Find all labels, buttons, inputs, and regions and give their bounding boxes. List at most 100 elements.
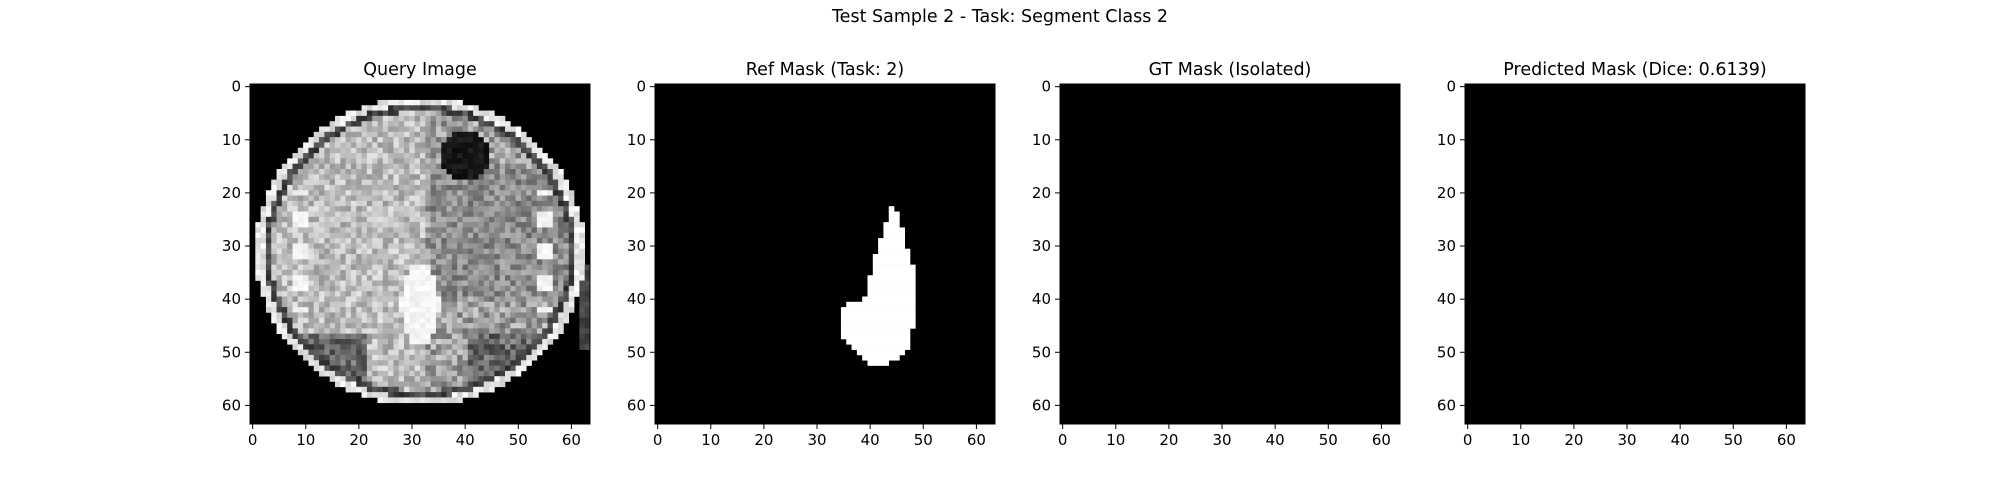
pixel bbox=[255, 243, 261, 249]
pixel bbox=[489, 323, 495, 329]
pixel bbox=[329, 243, 336, 249]
mask-run bbox=[878, 248, 911, 255]
pixel bbox=[467, 137, 474, 143]
pixel bbox=[276, 243, 283, 249]
pixel bbox=[377, 365, 384, 372]
pixel bbox=[303, 291, 309, 297]
pixel bbox=[414, 275, 421, 281]
pixel bbox=[313, 280, 320, 287]
pixel bbox=[388, 254, 394, 260]
pixel bbox=[425, 296, 431, 303]
pixel bbox=[420, 110, 426, 117]
pixel bbox=[329, 121, 336, 127]
pixel bbox=[372, 381, 378, 388]
pixel bbox=[350, 312, 357, 319]
pixel bbox=[457, 216, 463, 223]
pixel bbox=[366, 344, 373, 350]
pixel bbox=[308, 179, 315, 186]
pixel bbox=[531, 354, 538, 361]
pixel bbox=[404, 317, 410, 324]
pixel bbox=[430, 339, 437, 345]
x-tick-label: 60 bbox=[967, 431, 986, 449]
pixel bbox=[478, 206, 485, 212]
pixel bbox=[430, 275, 437, 281]
pixel bbox=[324, 275, 330, 281]
pixel bbox=[563, 238, 570, 244]
pixel bbox=[425, 190, 431, 196]
pixel bbox=[473, 174, 479, 180]
pixel bbox=[287, 269, 293, 276]
pixel bbox=[478, 169, 485, 175]
pixel bbox=[324, 360, 330, 366]
pixel bbox=[409, 301, 415, 308]
pixel bbox=[457, 370, 463, 377]
pixel bbox=[451, 317, 458, 324]
pixel bbox=[308, 333, 315, 340]
pixel bbox=[515, 354, 522, 361]
pixel bbox=[515, 349, 522, 356]
mask-run bbox=[840, 317, 916, 324]
pixel bbox=[319, 184, 325, 191]
pixel bbox=[308, 216, 315, 223]
pixel bbox=[297, 227, 304, 234]
pixel bbox=[414, 323, 421, 329]
pixel bbox=[483, 115, 490, 122]
pixel bbox=[297, 349, 304, 356]
pixel bbox=[441, 142, 447, 149]
pixel bbox=[313, 301, 320, 308]
pixel bbox=[356, 312, 362, 319]
pixel bbox=[388, 264, 394, 271]
pixel bbox=[361, 365, 368, 372]
pixel bbox=[473, 147, 479, 154]
pixel bbox=[404, 174, 410, 180]
pixel bbox=[404, 248, 410, 255]
pixel bbox=[356, 264, 362, 271]
pixel bbox=[297, 190, 304, 196]
pixel bbox=[350, 365, 357, 372]
pixel bbox=[361, 126, 368, 133]
pixel bbox=[409, 211, 415, 218]
pixel bbox=[297, 243, 304, 249]
pixel bbox=[324, 370, 330, 377]
pixel bbox=[356, 344, 362, 350]
pixel bbox=[547, 296, 554, 303]
pixel bbox=[356, 137, 362, 143]
pixel bbox=[451, 115, 458, 122]
pixel bbox=[457, 190, 463, 196]
pixel bbox=[457, 275, 463, 281]
pixel bbox=[462, 227, 469, 234]
pixel bbox=[361, 296, 368, 303]
pixel bbox=[489, 349, 495, 356]
pixel bbox=[520, 344, 527, 350]
pixel bbox=[494, 222, 500, 228]
pixel bbox=[483, 344, 490, 350]
mask-run bbox=[867, 275, 916, 281]
pixel bbox=[425, 386, 431, 393]
pixel bbox=[372, 184, 378, 191]
pixel bbox=[324, 227, 330, 234]
pixel bbox=[366, 354, 373, 361]
pixel bbox=[515, 232, 522, 239]
pixel bbox=[292, 296, 299, 303]
pixel bbox=[558, 317, 564, 324]
pixel bbox=[462, 142, 469, 149]
pixel bbox=[420, 365, 426, 372]
pixel bbox=[430, 232, 437, 239]
pixel bbox=[356, 131, 362, 138]
pixel bbox=[542, 275, 548, 281]
pixel bbox=[536, 243, 543, 249]
pixel bbox=[388, 190, 394, 196]
pixel bbox=[510, 222, 516, 228]
pixel bbox=[292, 206, 299, 212]
pixel bbox=[457, 354, 463, 361]
pixel bbox=[361, 312, 368, 319]
pixel bbox=[414, 360, 421, 366]
pixel bbox=[425, 370, 431, 377]
pixel bbox=[425, 275, 431, 281]
pixel bbox=[287, 317, 293, 324]
pixel bbox=[265, 243, 272, 249]
pixel bbox=[287, 163, 293, 170]
pixel bbox=[536, 222, 543, 228]
pixel bbox=[361, 179, 368, 186]
